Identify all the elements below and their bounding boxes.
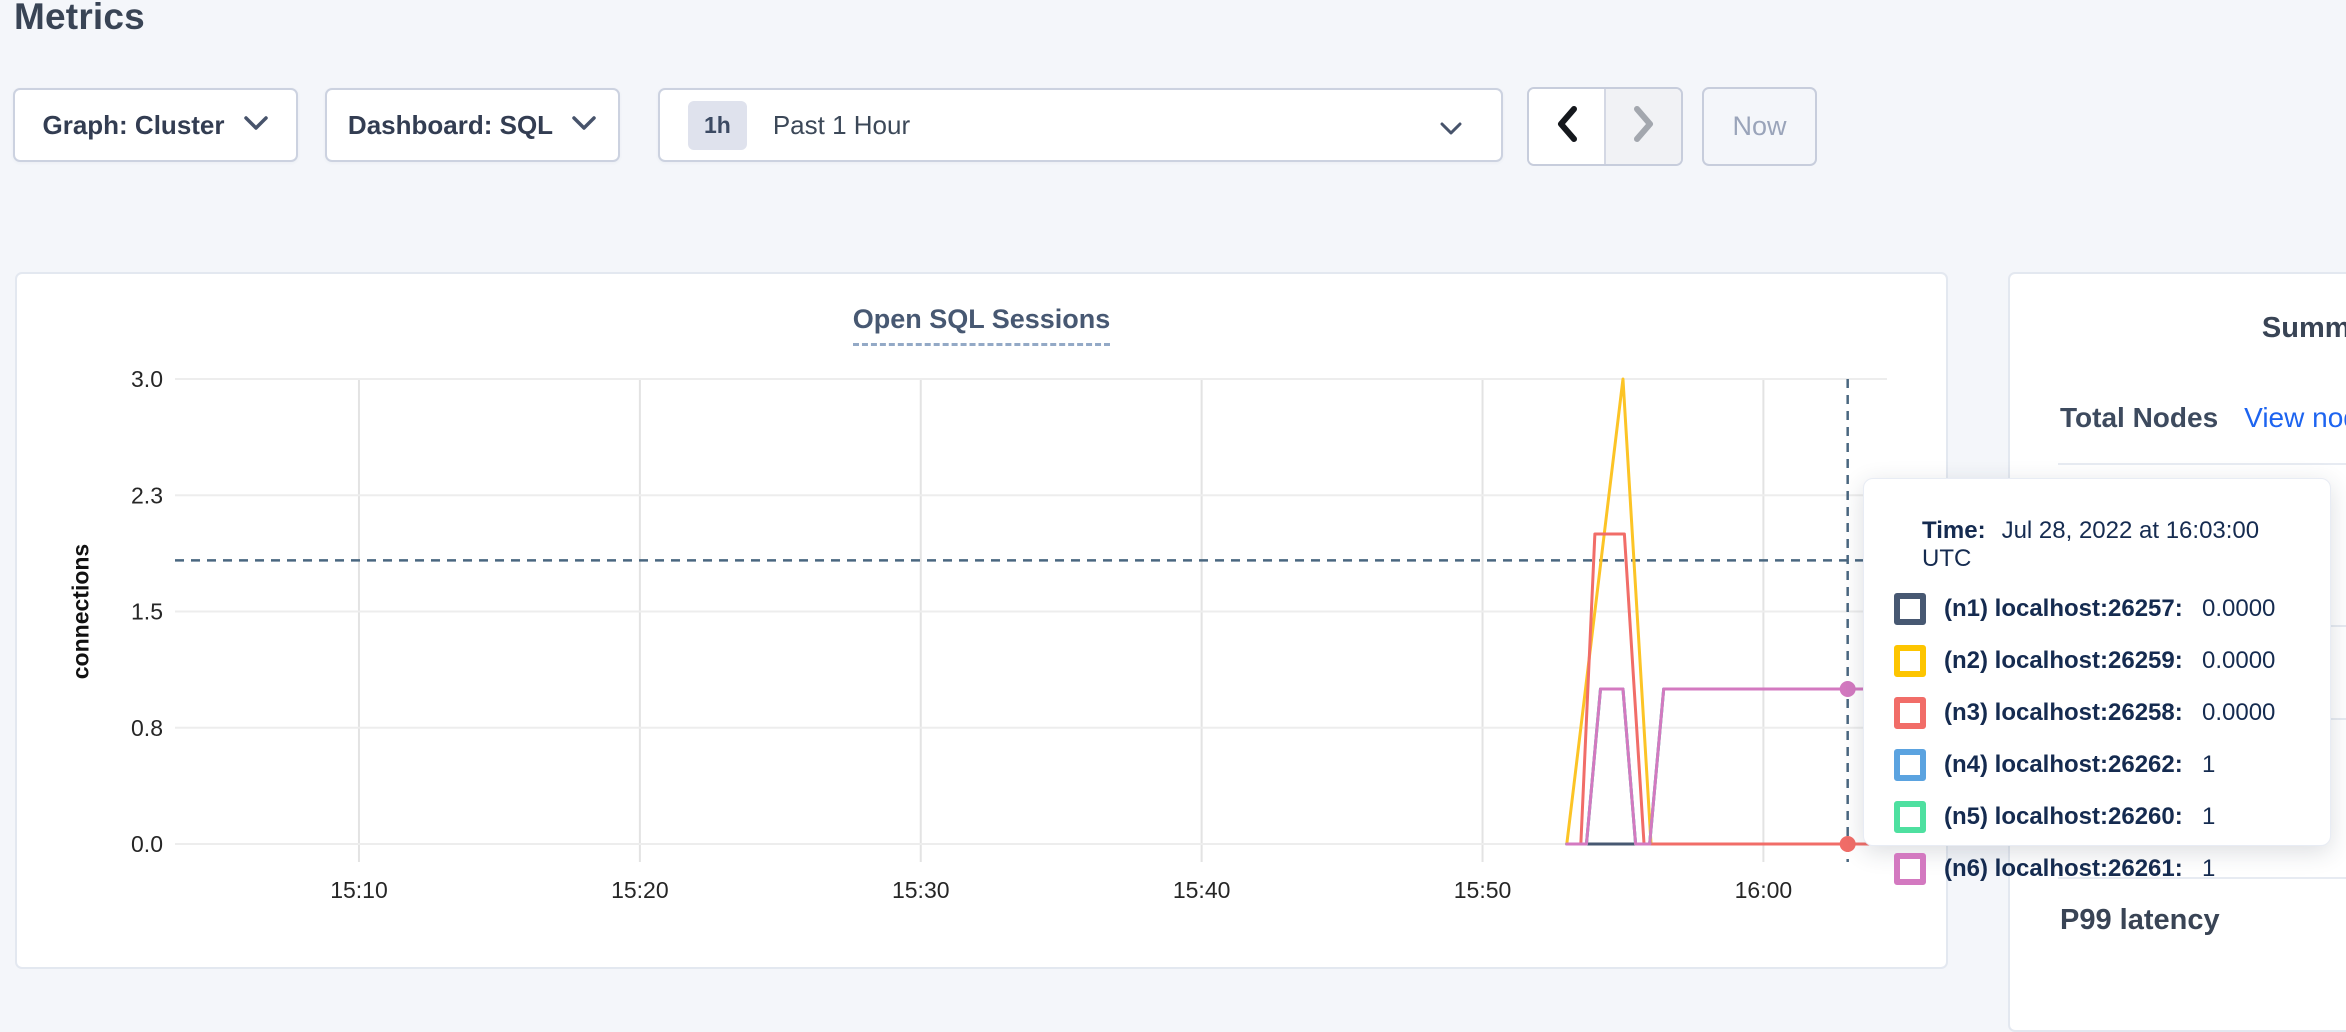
series-label: (n6) localhost:26261:	[1944, 855, 2183, 882]
previous-time-button[interactable]	[1529, 89, 1606, 164]
graph-dropdown-label: Graph: Cluster	[42, 109, 225, 140]
svg-text:15:10: 15:10	[330, 877, 388, 903]
svg-text:0.0: 0.0	[131, 831, 163, 857]
line-chart-plot[interactable]: 15:10 15:20 15:30 15:40 15:50 16:00 0.0 0.8 1.5 2…	[17, 274, 1946, 967]
tooltip-series-row: (n1) localhost:26257: 0.0000	[1894, 593, 2302, 625]
chart-hover-tooltip: Time: Jul 28, 2022 at 16:03:00 UTC (n1) l…	[1863, 478, 2331, 885]
svg-text:1.5: 1.5	[131, 599, 163, 625]
series-color-swatch	[1894, 593, 1926, 625]
series-line	[1565, 687, 1889, 846]
series-label: (n1) localhost:26257:	[1944, 595, 2183, 622]
hover-dots	[1839, 681, 1856, 852]
series-color-swatch	[1894, 853, 1926, 885]
series-value: 0.0000	[2202, 699, 2276, 726]
tooltip-series-row: (n3) localhost:26258: 0.0000	[1894, 697, 2302, 729]
x-gridlines: 15:10 15:20 15:30 15:40 15:50 16:00	[330, 379, 1792, 903]
series-label: (n2) localhost:26259:	[1944, 647, 2183, 674]
svg-text:16:00: 16:00	[1735, 877, 1793, 903]
svg-text:15:50: 15:50	[1454, 877, 1512, 903]
tooltip-series-row: (n6) localhost:26261: 1	[1894, 853, 2302, 885]
dashboard-dropdown-label: Dashboard: SQL	[347, 109, 554, 140]
hover-dot	[1839, 681, 1856, 697]
tooltip-series-row: (n5) localhost:26260: 1	[1894, 801, 2302, 833]
svg-text:2.3: 2.3	[131, 482, 163, 508]
series-value: 1	[2202, 751, 2216, 778]
series-color-swatch	[1894, 801, 1926, 833]
tooltip-time-value: Jul 28, 2022 at 16:03:00 UTC	[1922, 517, 2260, 572]
series-value: 1	[2202, 803, 2216, 830]
time-step-button-group	[1527, 87, 1683, 166]
chevron-down-icon	[571, 115, 597, 136]
divider	[2058, 877, 2346, 879]
series-lines	[1565, 377, 1889, 846]
tooltip-series-row: (n2) localhost:26259: 0.0000	[1894, 645, 2302, 677]
dashboard-dropdown[interactable]: Dashboard: SQL	[325, 88, 620, 162]
now-button[interactable]: Now	[1702, 87, 1817, 166]
svg-text:15:30: 15:30	[892, 877, 950, 903]
series-value: 0.0000	[2202, 595, 2276, 622]
series-line	[1565, 687, 1889, 846]
hover-dot	[1839, 836, 1856, 852]
series-value: 0.0000	[2202, 647, 2276, 674]
series-label: (n3) localhost:26258:	[1944, 699, 2183, 726]
series-label: (n4) localhost:26262:	[1944, 751, 2183, 778]
time-window-badge: 1h	[688, 100, 747, 150]
tooltip-time-label: Time:	[1922, 517, 1986, 544]
chevron-down-icon	[243, 115, 269, 136]
divider	[2058, 463, 2346, 465]
series-color-swatch	[1894, 645, 1926, 677]
graph-dropdown[interactable]: Graph: Cluster	[13, 88, 298, 162]
summary-panel-title: Summary	[2261, 312, 2346, 344]
series-line	[1565, 687, 1889, 846]
total-nodes-label: Total Nodes	[2060, 402, 2219, 433]
series-value: 1	[2202, 855, 2216, 882]
view-nodes-link[interactable]: View nodes	[2244, 402, 2346, 433]
tooltip-series-row: (n4) localhost:26262: 1	[1894, 749, 2302, 781]
svg-text:15:40: 15:40	[1173, 877, 1231, 903]
series-color-swatch	[1894, 697, 1926, 729]
svg-text:15:20: 15:20	[611, 877, 669, 903]
chevron-left-icon	[1553, 104, 1581, 149]
chart-title[interactable]: Open SQL Sessions	[852, 304, 1111, 346]
page-title: Metrics	[14, 0, 145, 37]
chevron-right-icon	[1630, 104, 1658, 149]
chevron-down-icon	[1439, 121, 1463, 141]
svg-text:0.8: 0.8	[131, 715, 163, 741]
y-gridlines: 0.0 0.8 1.5 2.3 3.0	[131, 366, 1887, 857]
series-color-swatch	[1894, 749, 1926, 781]
series-label: (n5) localhost:26260:	[1944, 803, 2183, 830]
next-time-button[interactable]	[1606, 89, 1681, 164]
time-range-dropdown[interactable]: 1h Past 1 Hour	[658, 88, 1503, 162]
p99-latency-label: P99 latency	[2060, 904, 2220, 936]
svg-text:3.0: 3.0	[131, 366, 163, 392]
time-window-label: Past 1 Hour	[772, 109, 911, 140]
open-sql-sessions-chart-card: Open SQL Sessions connections 15:10 15:20…	[15, 272, 1948, 969]
